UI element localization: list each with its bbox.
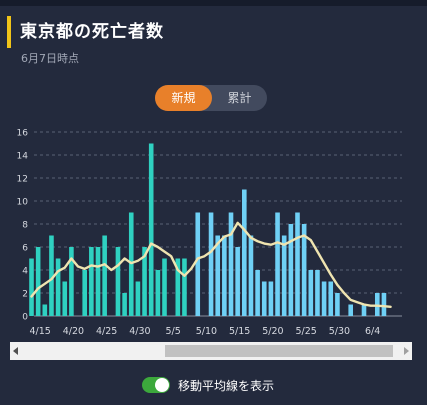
bar-5/15[interactable] — [235, 247, 240, 316]
bar-6/6[interactable] — [381, 293, 387, 316]
y-tick-label: 14 — [17, 152, 29, 162]
bar-4/22[interactable] — [82, 270, 87, 316]
death-chart: 0 2 4 6 8 10 12 14 16 4/15 4/20 4/25 4/30 5/5 5/10 5/1… — [17, 129, 402, 337]
y-tick-label: 8 — [22, 221, 28, 231]
bar-4/19[interactable] — [62, 281, 68, 317]
card-title: 東京都の死亡者数 — [20, 22, 164, 42]
bar-5/1[interactable] — [142, 247, 147, 316]
bar-5/7[interactable] — [182, 258, 187, 317]
bar-4/14[interactable] — [29, 258, 34, 317]
x-tick-label: 5/5 — [166, 326, 181, 337]
bar-4/28[interactable] — [122, 293, 127, 316]
bar-5/30[interactable] — [335, 293, 340, 316]
bar-5/17[interactable] — [248, 235, 254, 317]
bar-4/24[interactable] — [95, 247, 101, 316]
bar-5/20[interactable] — [268, 281, 274, 317]
x-tick-label: 6/4 — [365, 326, 380, 337]
bar-4/18[interactable] — [55, 258, 61, 317]
bar-5/29[interactable] — [328, 281, 334, 317]
x-tick-label: 5/20 — [262, 326, 283, 337]
y-tick-label: 2 — [22, 290, 28, 300]
moving-average-toggle[interactable] — [142, 377, 170, 393]
bar-5/4[interactable] — [162, 258, 167, 317]
bar-5/23[interactable] — [288, 224, 294, 316]
bar-4/20[interactable] — [69, 247, 74, 316]
x-tick-label: 4/20 — [63, 326, 84, 337]
bar-5/27[interactable] — [315, 270, 320, 316]
bar-5/16[interactable] — [242, 189, 247, 317]
bar-5/12[interactable] — [215, 235, 220, 317]
bar-4/16[interactable] — [42, 304, 48, 317]
scrollbar-thumb[interactable] — [165, 345, 393, 357]
x-tick-label: 4/30 — [129, 326, 150, 337]
y-tick-label: 10 — [17, 198, 29, 208]
y-tick-label: 12 — [17, 175, 28, 185]
bar-5/22[interactable] — [281, 235, 287, 317]
scroll-left-arrow-icon[interactable] — [13, 347, 18, 355]
x-tick-label: 4/15 — [29, 326, 50, 337]
bar-4/30[interactable] — [135, 281, 141, 317]
as-of-date: 6月7日時点 — [21, 52, 79, 65]
death-count-card: 東京都の死亡者数 6月7日時点 新規 累計 0 2 4 6 8 10 12 14 16 4/15… — [0, 6, 427, 405]
x-tick-label: 5/10 — [196, 326, 217, 337]
x-tick-label: 5/30 — [329, 326, 350, 337]
bar-6/1[interactable] — [348, 304, 353, 317]
bar-4/25[interactable] — [102, 235, 107, 317]
bar-5/26[interactable] — [308, 270, 314, 316]
scroll-right-arrow-icon[interactable] — [404, 347, 409, 355]
tab-new[interactable]: 新規 — [155, 85, 212, 111]
bar-5/6[interactable] — [175, 258, 181, 317]
bar-5/3[interactable] — [155, 270, 161, 316]
top-strip — [0, 0, 427, 6]
bar-4/23[interactable] — [89, 247, 94, 316]
bar-5/19[interactable] — [261, 281, 267, 317]
bar-5/2[interactable] — [148, 143, 154, 317]
x-tick-label: 5/25 — [295, 326, 316, 337]
bar-4/17[interactable] — [49, 235, 54, 317]
view-switch: 新規 累計 — [155, 85, 267, 111]
y-tick-label: 6 — [22, 244, 28, 254]
x-tick-label: 4/25 — [96, 326, 117, 337]
chart-horizontal-scrollbar[interactable] — [10, 342, 412, 360]
moving-average-line — [30, 221, 392, 309]
bar-5/18[interactable] — [255, 270, 260, 316]
moving-average-toggle-label: 移動平均線を表示 — [178, 379, 275, 393]
bar-6/3[interactable] — [361, 304, 367, 317]
bar-5/21[interactable] — [275, 212, 280, 317]
y-tick-label: 0 — [22, 313, 28, 323]
toggle-knob — [155, 378, 169, 392]
bar-5/28[interactable] — [321, 281, 327, 317]
title-accent-bar — [7, 16, 11, 48]
x-tick-label: 5/15 — [229, 326, 250, 337]
tab-cumulative[interactable]: 累計 — [227, 91, 252, 105]
bar-5/24[interactable] — [295, 212, 300, 317]
bar-5/25[interactable] — [301, 224, 307, 316]
bar-5/9[interactable] — [195, 212, 201, 317]
bar-5/14[interactable] — [228, 212, 234, 317]
bar-5/11[interactable] — [208, 212, 214, 317]
y-tick-label: 16 — [17, 129, 29, 139]
bar-4/27[interactable] — [115, 247, 121, 316]
bar-5/13[interactable] — [222, 235, 227, 317]
y-tick-label: 4 — [22, 267, 28, 277]
bar-4/15[interactable] — [35, 247, 41, 316]
